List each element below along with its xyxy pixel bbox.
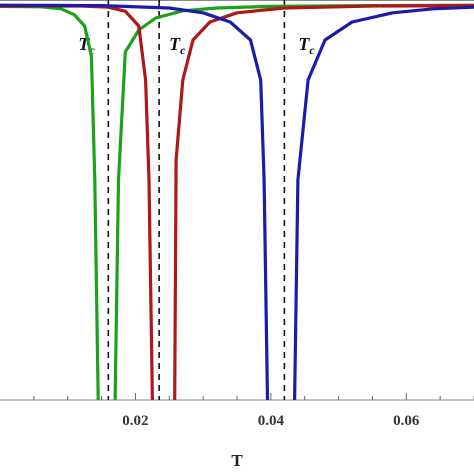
tc-lines: Tc Tc Tc (78, 0, 315, 400)
x-tick-label: 0.06 (393, 413, 420, 429)
plot-frame (0, 0, 474, 401)
series-line (0, 3, 270, 401)
series-line (0, 4, 154, 401)
x-axis-label: T (231, 451, 243, 470)
tc-label: Tc (298, 34, 315, 57)
series-lines (0, 3, 474, 401)
tc-label: Tc (169, 34, 186, 57)
x-tick-label: 0.04 (258, 413, 285, 429)
series-line (0, 4, 100, 401)
x-ticks: 0.02 0.04 0.06 (33, 393, 474, 429)
series-line (173, 4, 474, 401)
x-tick-label: 0.02 (122, 413, 148, 429)
series-line (293, 5, 474, 401)
